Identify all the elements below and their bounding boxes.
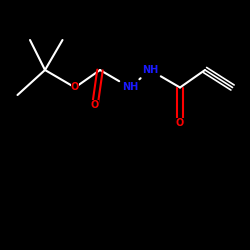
Text: NH: NH (142, 65, 158, 75)
Text: O: O (176, 118, 184, 128)
Text: O: O (91, 100, 99, 110)
Text: O: O (71, 82, 79, 92)
Text: NH: NH (122, 82, 138, 92)
